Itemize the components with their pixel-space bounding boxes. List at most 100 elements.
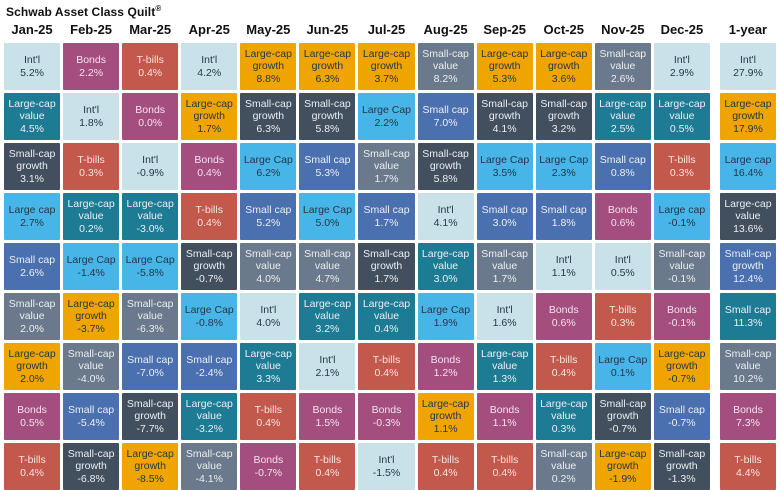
asset-class-label: Small-cap growth [540, 97, 588, 123]
return-value: -7.0% [136, 366, 164, 379]
return-value: 0.4% [256, 416, 281, 429]
quilt-cell: Bonds 1.1% [476, 393, 533, 440]
return-value: 11.3% [733, 316, 763, 329]
asset-class-label: Large Cap [480, 154, 530, 167]
asset-class-label: Bonds [548, 304, 579, 317]
quilt-cell: T-bills 0.3% [594, 293, 651, 340]
return-value: 1.7% [374, 272, 399, 285]
quilt-cell: T-bills 0.4% [417, 443, 474, 490]
asset-class-label: Bonds [76, 54, 106, 67]
quilt-cell: Small-cap value -0.1% [653, 243, 710, 290]
quilt-cell: Large-cap growth 3.6% [535, 43, 592, 90]
quilt-cell: Large-cap growth -8.5% [122, 443, 179, 490]
return-value: -1.4% [77, 266, 105, 279]
quilt-cell: Int'l 4.2% [181, 43, 238, 90]
return-value: 27.9% [733, 66, 763, 79]
return-value: 5.2% [20, 66, 44, 79]
asset-class-label: Small-cap value [599, 47, 647, 73]
return-value: 3.0% [492, 216, 517, 229]
asset-class-label: Small-cap value [8, 297, 56, 323]
quilt-cell: Large-cap growth -3.7% [63, 293, 120, 340]
column-gap [713, 43, 717, 90]
asset-class-label: Int'l [142, 154, 159, 167]
quilt-cell: T-bills 0.3% [653, 143, 710, 190]
return-value: 2.0% [20, 372, 44, 385]
quilt-cell: Small cap 1.7% [358, 193, 415, 240]
quilt-cell: T-bills 0.4% [122, 43, 179, 90]
quilt-cell: Large-cap value -3.2% [181, 393, 238, 440]
asset-class-label: T-bills [18, 454, 46, 467]
quilt-cell: Large Cap 6.2% [240, 143, 297, 190]
quilt-cell: Large-cap growth 3.7% [358, 43, 415, 90]
return-value: 12.4% [733, 272, 763, 285]
return-value: -0.7% [668, 416, 696, 429]
asset-class-label: Bonds [312, 404, 343, 417]
asset-class-label: Large-cap growth [724, 97, 772, 123]
asset-class-label: Int'l [673, 54, 690, 67]
return-value: 3.0% [433, 272, 458, 285]
asset-class-label: Large cap [8, 204, 56, 217]
asset-class-label: T-bills [431, 454, 460, 467]
asset-class-label: Int'l [201, 54, 218, 67]
quilt-cell: Large-cap value 13.6% [719, 193, 776, 240]
asset-class-label: Large Cap [243, 154, 293, 167]
asset-class-label: Large-cap growth [126, 447, 174, 473]
asset-class-label: Bonds [489, 404, 520, 417]
return-value: 0.4% [374, 366, 399, 379]
quilt-cell: Small-cap value 8.2% [417, 43, 474, 90]
asset-class-label: Small cap [599, 154, 646, 167]
asset-class-label: T-bills [195, 204, 223, 217]
column-header-jun-25: Jun-25 [306, 22, 349, 37]
return-value: 4.7% [315, 272, 340, 285]
quilt-cell: Small-cap value -6.3% [122, 293, 179, 340]
asset-class-label: Large Cap [361, 104, 412, 117]
asset-class-label: Large-cap value [8, 97, 56, 123]
quilt-cell: Large Cap 2.3% [535, 143, 592, 190]
asset-class-label: Large-cap value [481, 347, 529, 373]
quilt-cell: Large-cap value 3.0% [417, 243, 474, 290]
registered-trademark-icon: ® [155, 4, 162, 13]
asset-class-label: Large cap [724, 154, 772, 167]
return-value: 1.7% [374, 216, 399, 229]
quilt-cell: Bonds 0.6% [594, 193, 651, 240]
column-gap [713, 20, 717, 40]
quilt-cell: Large-cap growth -0.7% [653, 343, 710, 390]
quilt-cell: Small-cap value 2.6% [594, 43, 651, 90]
asset-class-label: Small-cap value [363, 147, 410, 173]
chart-title-text: Schwab Asset Class Quilt [6, 5, 156, 19]
quilt-cell: Bonds 0.0% [122, 93, 179, 140]
asset-class-label: Large-cap value [599, 97, 647, 123]
column-gap [713, 143, 717, 190]
return-value: -5.4% [77, 416, 105, 429]
return-value: 1.6% [492, 316, 517, 329]
asset-class-label: Large-cap growth [8, 347, 56, 373]
quilt-cell: Small cap -2.4% [181, 343, 238, 390]
return-value: 2.2% [79, 66, 104, 79]
asset-class-label: Int'l [739, 54, 756, 67]
return-value: 1.9% [433, 316, 458, 329]
return-value: 1.7% [492, 272, 517, 285]
quilt-cell: Int'l 27.9% [719, 43, 776, 90]
quilt-cell: Small cap -5.4% [63, 393, 120, 440]
return-value: 16.4% [733, 166, 763, 179]
asset-class-label: Small-cap growth [244, 97, 292, 123]
asset-class-label: Large-cap growth [362, 47, 411, 73]
return-value: 5.8% [433, 172, 458, 185]
asset-class-label: T-bills [136, 54, 164, 67]
return-value: 3.7% [374, 72, 399, 85]
return-value: 3.1% [20, 172, 44, 185]
column-header-apr-25: Apr-25 [188, 22, 230, 37]
quilt-cell: Large-cap growth 2.0% [4, 343, 61, 390]
asset-class-label: Large Cap [421, 304, 471, 317]
quilt-cell: Int'l 2.9% [653, 43, 710, 90]
return-value: 5.2% [256, 216, 281, 229]
asset-class-label: Small-cap growth [724, 247, 772, 273]
quilt-cell: Large-cap growth 8.8% [240, 43, 297, 90]
asset-class-label: Small-cap value [724, 347, 772, 373]
quilt-cell: Int'l 5.2% [4, 43, 61, 90]
asset-class-label: Bonds [135, 104, 166, 117]
quilt-cell: Large-cap growth 6.3% [299, 43, 356, 90]
column-header-1-year: 1-year [728, 22, 768, 37]
asset-class-label: Small-cap value [422, 47, 469, 73]
asset-class-label: Large-cap value [244, 347, 292, 373]
